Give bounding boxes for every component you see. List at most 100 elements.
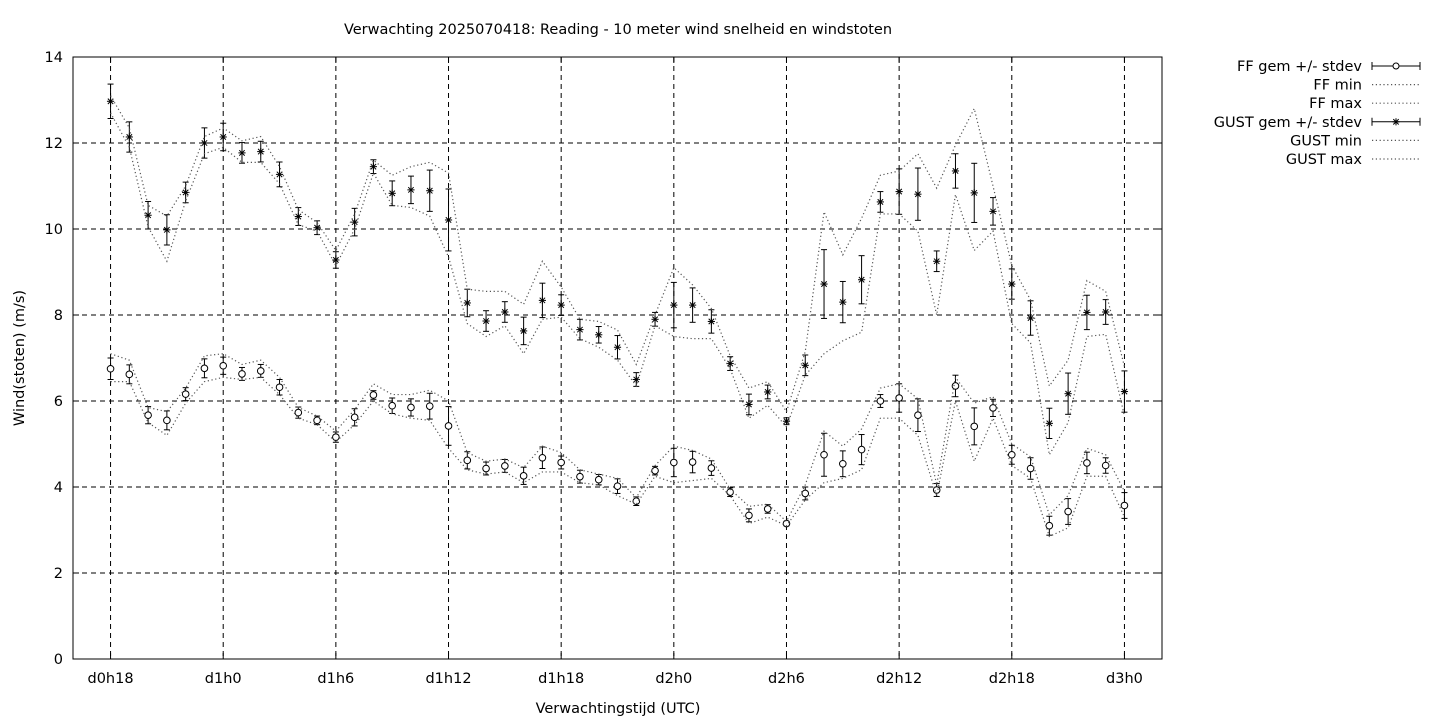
data-point bbox=[407, 186, 415, 194]
x-tick-label: d2h0 bbox=[655, 671, 692, 687]
data-point bbox=[764, 388, 772, 396]
data-point bbox=[632, 375, 640, 384]
data-point bbox=[313, 416, 321, 425]
data-point bbox=[369, 163, 378, 171]
legend-label: GUST min bbox=[1290, 133, 1362, 149]
data-point bbox=[1007, 450, 1016, 459]
y-tick-label: 14 bbox=[45, 50, 63, 66]
data-point bbox=[501, 308, 509, 316]
legend-label: FF gem +/- stdev bbox=[1237, 59, 1362, 75]
data-series bbox=[106, 83, 1129, 538]
x-tick-label: d1h6 bbox=[317, 671, 354, 687]
data-point bbox=[613, 482, 622, 490]
data-point bbox=[576, 472, 584, 481]
data-point bbox=[1120, 387, 1129, 396]
data-point bbox=[1064, 507, 1072, 516]
y-tick-label: 12 bbox=[45, 136, 63, 152]
data-point bbox=[557, 301, 565, 309]
data-point bbox=[350, 413, 359, 422]
data-point bbox=[801, 489, 810, 498]
data-point bbox=[914, 190, 922, 198]
data-point bbox=[257, 148, 265, 156]
data-point bbox=[388, 189, 396, 197]
legend-entry: FF min bbox=[1313, 78, 1420, 94]
data-point bbox=[200, 364, 209, 373]
data-point bbox=[839, 459, 847, 468]
data-point bbox=[1102, 308, 1110, 316]
data-point bbox=[895, 394, 903, 402]
legend-entry: GUST max bbox=[1286, 152, 1420, 168]
data-point bbox=[444, 216, 453, 224]
y-axis-label: Wind(stoten) (m/s) bbox=[12, 290, 28, 426]
data-point bbox=[745, 511, 753, 520]
data-point bbox=[670, 301, 678, 309]
data-point bbox=[651, 315, 659, 323]
x-tick-label: d2h6 bbox=[768, 671, 805, 687]
data-point bbox=[970, 189, 978, 197]
legend-entry: FF max bbox=[1309, 96, 1420, 112]
series-line bbox=[110, 112, 1126, 457]
x-tick-label: d1h0 bbox=[205, 671, 242, 687]
data-point bbox=[482, 464, 490, 473]
data-point bbox=[144, 411, 152, 419]
data-point bbox=[332, 256, 340, 264]
data-point bbox=[857, 445, 866, 454]
data-point bbox=[181, 390, 190, 398]
y-tick-label: 4 bbox=[54, 480, 63, 496]
data-point bbox=[407, 403, 415, 412]
series-line bbox=[110, 353, 1125, 523]
data-point bbox=[482, 317, 490, 325]
data-point bbox=[444, 422, 453, 430]
data-point bbox=[238, 370, 246, 378]
data-point bbox=[106, 364, 115, 373]
grid-lines bbox=[73, 57, 1162, 659]
data-point bbox=[332, 433, 340, 441]
data-point bbox=[219, 361, 228, 370]
data-point bbox=[745, 400, 753, 409]
chart-title: Verwachting 2025070418: Reading - 10 met… bbox=[344, 22, 892, 38]
plot-frame bbox=[72, 56, 1163, 660]
data-point bbox=[1083, 459, 1091, 467]
legend-label: FF max bbox=[1309, 96, 1362, 112]
data-point bbox=[782, 417, 791, 425]
data-point bbox=[1008, 280, 1016, 288]
data-point bbox=[519, 472, 528, 480]
data-point bbox=[1101, 461, 1110, 470]
legend: FF gem +/- stdev FF min FF max GUST gem +/-… bbox=[1214, 59, 1421, 168]
data-point bbox=[820, 280, 828, 288]
data-point bbox=[726, 359, 734, 368]
data-point bbox=[163, 226, 171, 234]
data-point bbox=[1026, 314, 1035, 322]
data-point bbox=[538, 453, 547, 462]
data-point bbox=[839, 298, 847, 306]
data-point bbox=[1120, 501, 1129, 510]
data-point bbox=[951, 382, 960, 390]
data-point bbox=[763, 505, 772, 513]
data-point bbox=[219, 133, 227, 141]
legend-entry: FF gem +/- stdev bbox=[1237, 59, 1421, 75]
x-axis-label: Verwachtingstijd (UTC) bbox=[536, 701, 701, 717]
data-point bbox=[707, 317, 715, 326]
data-point bbox=[689, 301, 697, 309]
data-point bbox=[426, 187, 434, 195]
data-point bbox=[670, 458, 678, 467]
x-tick-label: d3h0 bbox=[1106, 671, 1143, 687]
data-point bbox=[388, 401, 396, 410]
data-point bbox=[970, 422, 979, 431]
data-point bbox=[182, 188, 190, 197]
data-point bbox=[989, 207, 997, 215]
data-point bbox=[1045, 419, 1053, 427]
data-point bbox=[613, 343, 622, 351]
legend-label: FF min bbox=[1313, 78, 1362, 94]
legend-marker bbox=[1392, 118, 1400, 126]
series-ff-gem-stdev bbox=[106, 356, 1129, 536]
data-point bbox=[876, 198, 884, 206]
y-tick-label: 6 bbox=[54, 394, 63, 410]
data-point bbox=[501, 462, 509, 470]
data-point bbox=[989, 404, 997, 412]
legend-entry: GUST gem +/- stdev bbox=[1214, 115, 1421, 131]
data-point bbox=[538, 296, 546, 304]
data-point bbox=[144, 211, 152, 219]
data-point bbox=[576, 326, 584, 334]
